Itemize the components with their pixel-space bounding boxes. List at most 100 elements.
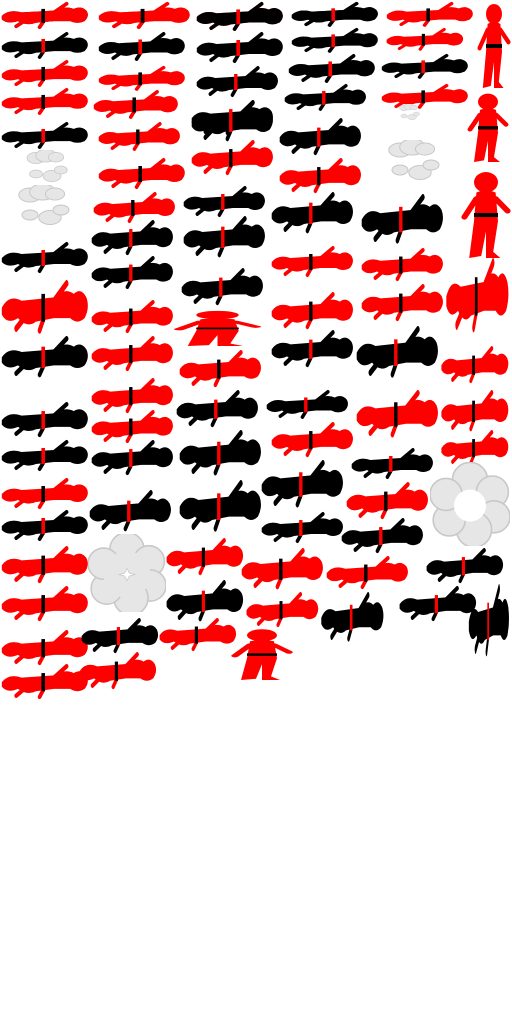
ninja-silhouette-icon [1,630,88,666]
ninja-silhouette-icon [98,2,190,29]
ninja-sprite-black-lying [260,512,345,543]
ninja-sprite-black-lying [290,2,380,27]
ninja-silhouette-icon [98,158,185,189]
ninja-silhouette-icon [271,246,353,277]
ninja-sprite-black-lying [80,618,160,654]
ninja-sprite-red-standing [477,2,511,88]
ninja-silhouette-icon [91,440,173,476]
ninja-silhouette-icon [1,88,88,115]
ninja-silhouette-icon [196,32,283,63]
ninja-silhouette-icon [91,256,173,290]
ninja-silhouette-icon [93,192,175,223]
ninja-sprite-red-lying [385,2,475,27]
ninja-silhouette-icon [159,618,237,652]
ninja-sprite-red-lying [92,90,180,119]
ninja-silhouette-icon [426,548,504,584]
ninja-sprite-black-lying [425,548,505,584]
ninja-silhouette-icon [361,248,443,282]
ninja-silhouette-icon [89,490,171,532]
ninja-silhouette-icon [246,592,319,628]
ninja-sprite-red-standing [467,92,509,162]
ninja-sprite-red-lying [90,336,175,372]
ninja-sprite-red-lying [355,390,440,438]
ninja-silhouette-icon [361,284,443,322]
ninja-silhouette-icon [79,652,157,690]
ninja-silhouette-icon [386,28,464,51]
ninja-sprite-black-lying [0,122,90,149]
ninja-silhouette-icon [179,480,261,532]
ninja-sprite-red-lying [245,592,320,628]
ninja-silhouette-icon [98,32,185,61]
ninja-sprite-red-lying [445,258,510,333]
ninja-sprite-black-lying [97,32,187,61]
ninja-sprite-red-lying [0,280,90,334]
ninja-silhouette-icon [326,556,408,590]
ninja-sprite-black-lying [0,510,90,541]
ninja-silhouette-icon [446,258,509,333]
ninja-sprite-black-lying [283,84,368,111]
ninja-sprite-red-lying [0,88,90,115]
ninja-sprite-black-lying [270,192,355,234]
ninja-silhouette-icon [179,350,261,388]
ninja-sprite-red-lying [325,556,410,590]
ninja-silhouette-icon [1,440,88,471]
ninja-silhouette-icon [441,430,509,466]
ninja-silhouette-icon [468,584,509,657]
ninja-sprite-black-lying [178,430,263,476]
ninja-silhouette-icon [1,478,88,509]
ninja-silhouette-icon [183,216,265,258]
ninja-silhouette-icon [98,66,185,91]
ninja-silhouette-icon [183,186,265,217]
ninja-silhouette-icon [1,242,88,273]
smoke-ring-icon [429,461,511,550]
ninja-sprite-red-lying [0,2,90,29]
ninja-silhouette-icon [441,390,509,432]
ninja-silhouette-icon [279,158,361,194]
ninja-silhouette-icon [399,586,477,622]
ninja-sprite-black-lying [468,584,510,657]
ninja-sprite-red-standing [461,170,511,258]
ninja-sprite-black-lying [287,54,377,83]
ninja-sprite-red-lying [0,664,90,700]
ninja-silhouette-icon [1,664,88,700]
ninja-silhouette-icon [1,510,88,541]
ninja-sprite-black-lying [165,580,245,622]
ninja-silhouette-icon [467,93,509,162]
ninja-silhouette-icon [191,100,273,142]
ninja-silhouette-icon [181,268,263,306]
ninja-silhouette-icon [91,300,173,334]
ninja-silhouette-icon [441,346,509,384]
ninja-silhouette-icon [91,336,173,372]
ninja-silhouette-icon [173,310,262,346]
ninja-sprite-red-lying [0,478,90,509]
ninja-sprite-black-lying [0,440,90,471]
ninja-sprite-black-lying [0,242,90,273]
ninja-silhouette-icon [477,4,511,88]
ninja-sprite-red-lying [0,60,90,87]
smoke-puff-icon [395,103,425,128]
ninja-sprite-black-lying [270,330,355,368]
ninja-silhouette-icon [291,2,378,27]
ninja-silhouette-icon [341,518,423,554]
ninja-sprite-red-lying [97,66,187,91]
ninja-silhouette-icon [386,2,473,27]
ninja-sprite-red-lying [270,292,355,330]
ninja-silhouette-icon [271,192,353,234]
ninja-sprite-black-lying [195,32,285,63]
ninja-silhouette-icon [1,280,88,334]
ninja-sprite-red-lying [440,430,510,466]
ninja-sprite-red-lying [270,246,355,277]
ninja-sprite-red-lying [0,546,90,584]
ninja-silhouette-icon [91,378,173,414]
ninja-sprite-red-lying [385,28,465,51]
ninja-sprite-black-lying [180,268,265,306]
ninja-sprite-red-lying [190,140,275,176]
ninja-silhouette-icon [356,326,438,378]
ninja-silhouette-icon [271,330,353,368]
ninja-sprite-black-lying [320,592,385,642]
ninja-sprite-black-lying [278,118,363,156]
ninja-silhouette-icon [81,618,159,654]
ninja-silhouette-icon [1,402,88,438]
ninja-sprite-black-lying [0,402,90,438]
